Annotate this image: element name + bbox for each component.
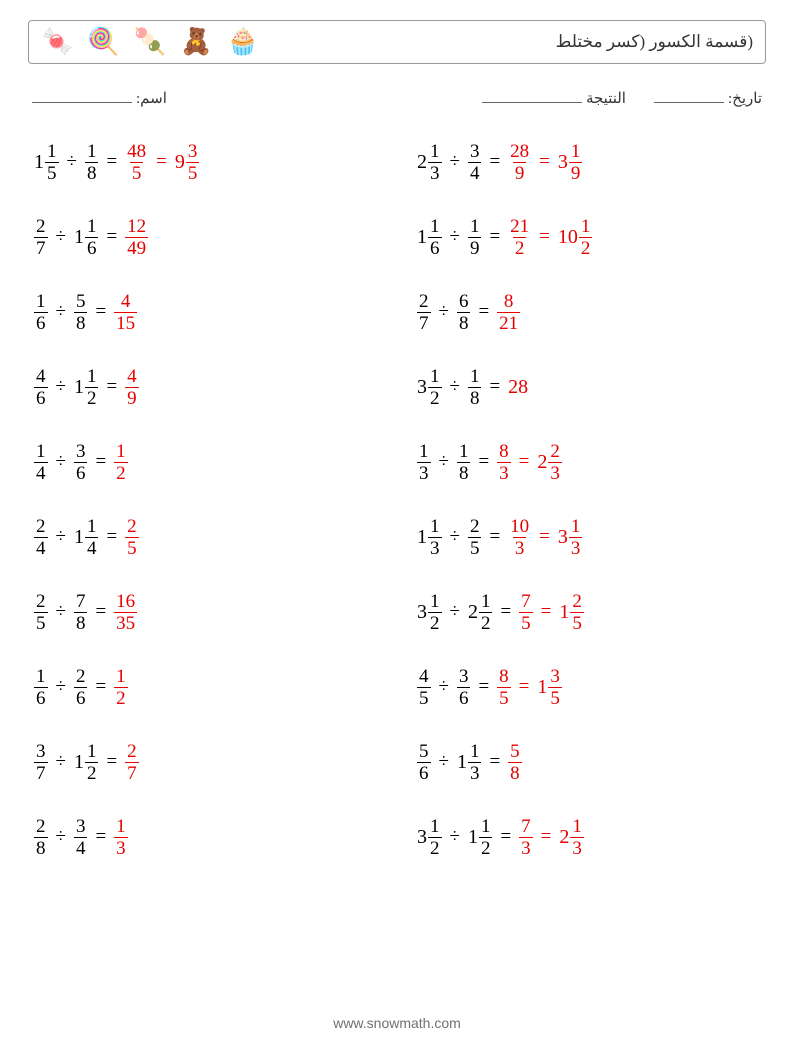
name-blank[interactable] — [32, 88, 132, 103]
problem: 37÷112=27 — [34, 742, 377, 783]
problem: 46÷112=49 — [34, 367, 377, 408]
score-blank[interactable] — [482, 88, 582, 103]
date-label: تاريخ: — [728, 89, 762, 108]
footer-text: www.snowmath.com — [333, 1015, 461, 1031]
problem: 16÷26=12 — [34, 667, 377, 708]
cupcake-icon: 🧁 — [227, 27, 259, 57]
page-title: (قسمة الكسور (كسر مختلط — [556, 32, 753, 52]
problem: 116÷19=212=1012 — [417, 217, 760, 258]
date-blank[interactable] — [654, 88, 724, 103]
problem: 16÷58=415 — [34, 292, 377, 333]
problem: 14÷36=12 — [34, 442, 377, 483]
problem: 312÷18=28 — [417, 367, 760, 408]
problem: 56÷113=58 — [417, 742, 760, 783]
header-box: 🍬 🍭 🍡 🧸 🧁 (قسمة الكسور (كسر مختلط — [28, 20, 766, 64]
problem: 24÷114=25 — [34, 517, 377, 558]
problem: 213÷34=289=319 — [417, 142, 760, 183]
problem: 13÷18=83=223 — [417, 442, 760, 483]
problem: 25÷78=1635 — [34, 592, 377, 633]
problem: 115÷18=485=935 — [34, 142, 377, 183]
name-label: اسم: — [136, 89, 167, 108]
problem: 27÷68=821 — [417, 292, 760, 333]
teddy-bear-icon: 🧸 — [180, 27, 212, 57]
problem: 28÷34=13 — [34, 817, 377, 858]
date-score-block: تاريخ: النتيجة — [482, 88, 762, 108]
macaron-icon: 🍡 — [134, 27, 166, 57]
candy-icon: 🍬 — [41, 27, 73, 57]
problem: 27÷116=1249 — [34, 217, 377, 258]
problem: 113÷25=103=313 — [417, 517, 760, 558]
score-label: النتيجة — [586, 89, 626, 108]
wrapped-candy-icon: 🍭 — [87, 27, 119, 57]
footer: www.snowmath.com — [0, 1015, 794, 1031]
problem: 312÷112=73=213 — [417, 817, 760, 858]
problems-grid: 115÷18=485=935 213÷34=289=319 27÷116=1249 1… — [34, 142, 760, 858]
header-icons: 🍬 🍭 🍡 🧸 🧁 — [41, 27, 259, 57]
problem: 312÷212=75=125 — [417, 592, 760, 633]
name-block: اسم: — [32, 88, 167, 108]
info-row: تاريخ: النتيجة اسم: — [32, 88, 762, 108]
problem: 45÷36=85=135 — [417, 667, 760, 708]
